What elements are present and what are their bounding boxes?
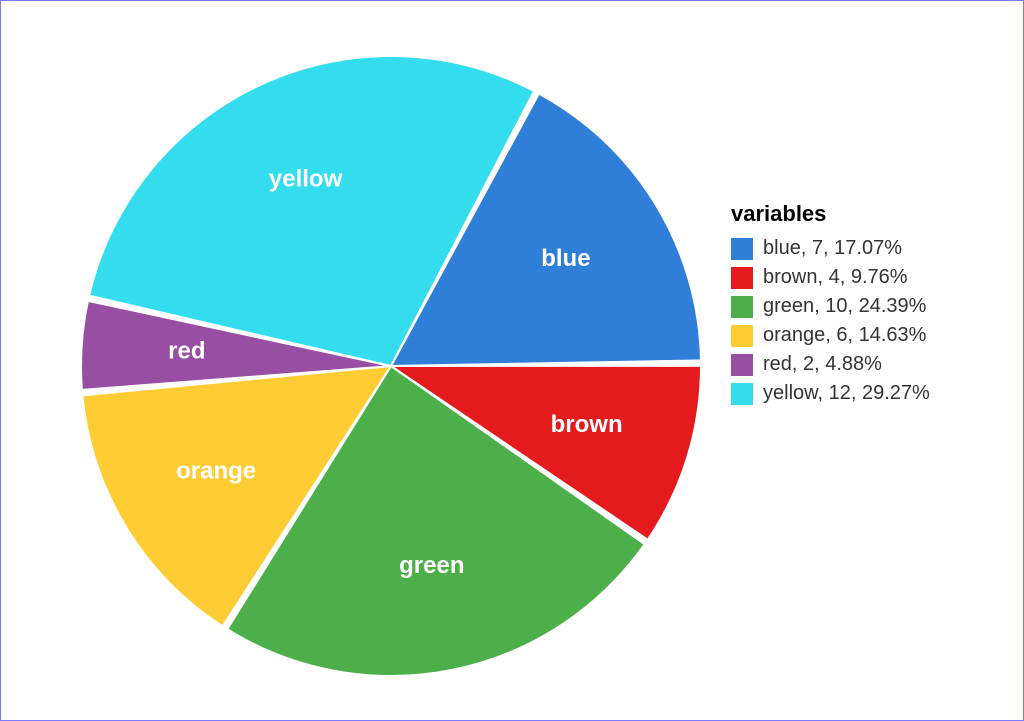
pie-chart: blue brown green orange red yellow [61,26,721,711]
legend-swatch-brown [731,267,753,289]
legend-items: blue, 7, 17.07% brown, 4, 9.76% green, 10,… [731,237,930,405]
legend-swatch-green [731,296,753,318]
legend-item-brown: brown, 4, 9.76% [731,266,930,289]
legend-label: brown, 4, 9.76% [763,266,908,289]
slice-label-red: red [168,338,205,365]
legend-title: variables [731,201,930,227]
slice-label-blue: blue [541,245,590,272]
slice-label-yellow: yellow [269,165,343,192]
legend-item-green: green, 10, 24.39% [731,295,930,318]
legend-label: yellow, 12, 29.27% [763,382,930,405]
pie-svg: blue brown green orange red yellow [61,26,721,706]
legend-swatch-yellow [731,383,753,405]
legend-label: green, 10, 24.39% [763,295,926,318]
legend-swatch-orange [731,325,753,347]
legend-label: blue, 7, 17.07% [763,237,902,260]
slice-label-green: green [399,552,464,579]
legend-item-blue: blue, 7, 17.07% [731,237,930,260]
legend-item-red: red, 2, 4.88% [731,353,930,376]
slice-label-orange: orange [176,458,256,485]
legend: variables blue, 7, 17.07% brown, 4, 9.76%… [731,201,930,411]
legend-item-orange: orange, 6, 14.63% [731,324,930,347]
legend-swatch-blue [731,238,753,260]
legend-swatch-red [731,354,753,376]
slice-label-brown: brown [551,411,623,438]
legend-label: orange, 6, 14.63% [763,324,926,347]
chart-frame: blue brown green orange red yellow variables … [0,0,1024,721]
legend-item-yellow: yellow, 12, 29.27% [731,382,930,405]
legend-label: red, 2, 4.88% [763,353,882,376]
